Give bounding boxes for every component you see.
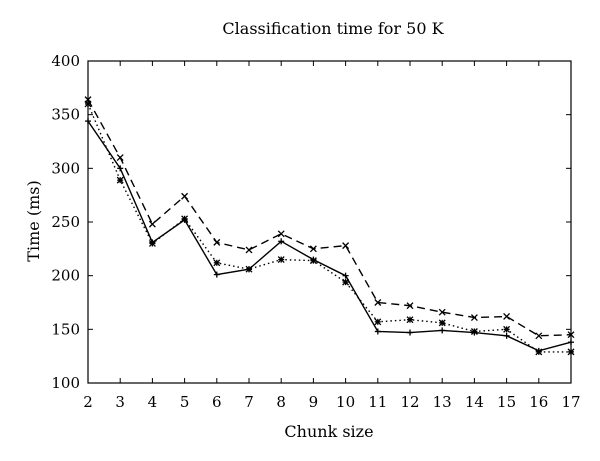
x-tick-label: 13 [433, 393, 452, 411]
chart-title: Classification time for 50 K [222, 19, 444, 38]
series-1-point [277, 230, 285, 238]
x-tick-label: 12 [400, 393, 419, 411]
series-1-point [470, 314, 478, 321]
y-tick-label: 350 [51, 106, 80, 124]
series-3-point [503, 332, 510, 339]
series-3-point [310, 256, 317, 263]
series-1-point [213, 238, 221, 246]
series-1-point [181, 192, 189, 200]
series-3-point [374, 328, 381, 335]
x-tick-label: 2 [83, 393, 93, 411]
y-axis-label: Time (ms) [24, 180, 43, 261]
series-3-point [535, 347, 542, 354]
y-tick-label: 400 [51, 52, 80, 70]
series-1-point [309, 245, 317, 253]
x-tick-label: 3 [115, 393, 125, 411]
series-3-point [181, 216, 188, 223]
y-tick-label: 250 [51, 213, 80, 231]
x-tick-label: 17 [561, 393, 580, 411]
series-1-point [342, 242, 350, 250]
series-3-point [471, 329, 478, 336]
series-3-point [407, 329, 413, 336]
series-2-point [406, 316, 414, 324]
series-3-point [117, 165, 124, 172]
y-tick-label: 200 [51, 267, 80, 285]
series-2-point [116, 176, 124, 184]
x-tick-label: 10 [336, 393, 355, 411]
series-3-point [85, 118, 91, 125]
series-2-point [213, 259, 221, 267]
plot-area: 2 3 4 5 6 7 8 9 10 11 12 13 14 15 16 17 100 150 200 250 300 3… [51, 52, 580, 411]
x-tick-label: 5 [180, 393, 190, 411]
series-2-point [567, 348, 575, 356]
x-tick-label: 11 [368, 393, 387, 411]
series-1-point [245, 246, 253, 254]
series-3-point [246, 266, 252, 273]
y-tick-label: 100 [51, 374, 80, 392]
x-tick-label: 9 [309, 393, 319, 411]
x-tick-label: 8 [276, 393, 286, 411]
series-2-point [84, 100, 92, 108]
series-3-point [278, 238, 285, 245]
series-1-point [438, 308, 446, 316]
series-2-point [438, 319, 446, 327]
series-2-point [374, 318, 382, 326]
series-1-point [374, 299, 382, 306]
series-1-point [406, 302, 414, 310]
x-tick-label: 4 [148, 393, 158, 411]
series-1-point [503, 312, 511, 320]
series-3-point [568, 339, 574, 346]
y-tick-label: 300 [51, 159, 80, 177]
y-tick-label: 150 [51, 320, 80, 338]
series-3-point [342, 272, 349, 279]
x-tick-label: 6 [212, 393, 222, 411]
series-1-line [87, 99, 572, 337]
x-tick-label: 7 [244, 393, 254, 411]
series-1-point [567, 331, 575, 339]
series-2-point [277, 256, 285, 264]
series-3-point [213, 271, 220, 278]
series-2-point [503, 325, 511, 333]
x-tick-label: 14 [465, 393, 484, 411]
x-tick-label: 16 [529, 393, 548, 411]
x-tick-label: 15 [497, 393, 516, 411]
series-1-point [148, 220, 156, 228]
series-3-point [149, 239, 156, 246]
series-3-point [439, 327, 446, 334]
series-1-point [116, 154, 124, 162]
x-axis-label: Chunk size [284, 422, 373, 441]
series-3-line [87, 120, 572, 352]
series-2-line [87, 103, 571, 353]
series-1-point [535, 332, 543, 340]
